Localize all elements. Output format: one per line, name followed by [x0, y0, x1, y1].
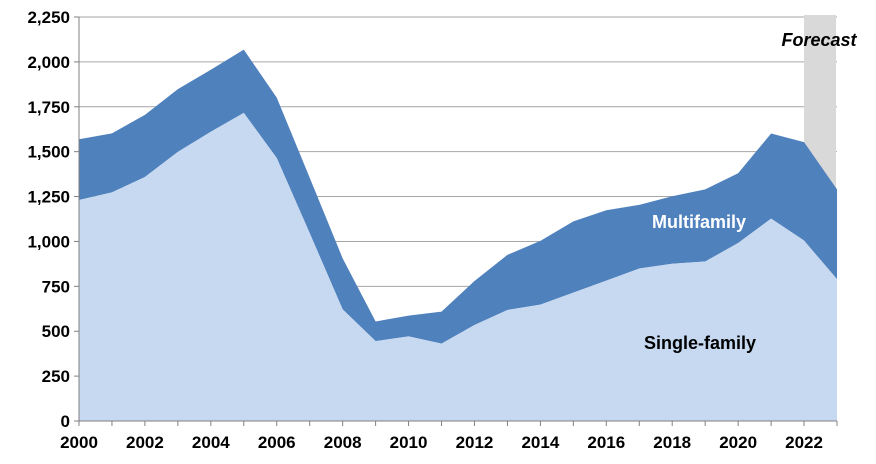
xtick-label: 2018 — [653, 433, 691, 452]
xtick-label: 2020 — [719, 433, 757, 452]
xtick-label: 2008 — [324, 433, 362, 452]
ytick-label: 2,000 — [27, 53, 70, 72]
xtick-label: 2014 — [521, 433, 559, 452]
y-axis-ticks: 0 250 500 750 1,000 1,250 1,500 1,750 2,000 2,250 — [27, 8, 79, 431]
xtick-label: 2012 — [456, 433, 494, 452]
ytick-label: 0 — [61, 412, 70, 431]
single-family-label: Single-family — [644, 333, 756, 353]
x-axis-ticks: 2000 2002 2004 2006 2008 2010 2012 2014 2016 2018… — [60, 421, 838, 452]
axes — [78, 17, 837, 422]
xtick-label: 2022 — [785, 433, 823, 452]
ytick-label: 750 — [42, 277, 70, 296]
xtick-label: 2010 — [390, 433, 428, 452]
forecast-label: Forecast — [781, 30, 857, 50]
ytick-label: 1,750 — [27, 98, 70, 117]
xtick-label: 2006 — [258, 433, 296, 452]
ytick-label: 2,250 — [27, 8, 70, 27]
ytick-label: 1,500 — [27, 143, 70, 162]
xtick-label: 2004 — [192, 433, 230, 452]
stacked-areas — [79, 49, 837, 421]
xtick-label: 2000 — [60, 433, 98, 452]
multifamily-label: Multifamily — [652, 212, 746, 232]
ytick-label: 500 — [42, 322, 70, 341]
area-single-family — [79, 112, 837, 421]
ytick-label: 250 — [42, 367, 70, 386]
ytick-label: 1,000 — [27, 232, 70, 251]
xtick-label: 2016 — [587, 433, 625, 452]
xtick-label: 2002 — [126, 433, 164, 452]
area-multifamily — [79, 49, 837, 344]
ytick-label: 1,250 — [27, 188, 70, 207]
